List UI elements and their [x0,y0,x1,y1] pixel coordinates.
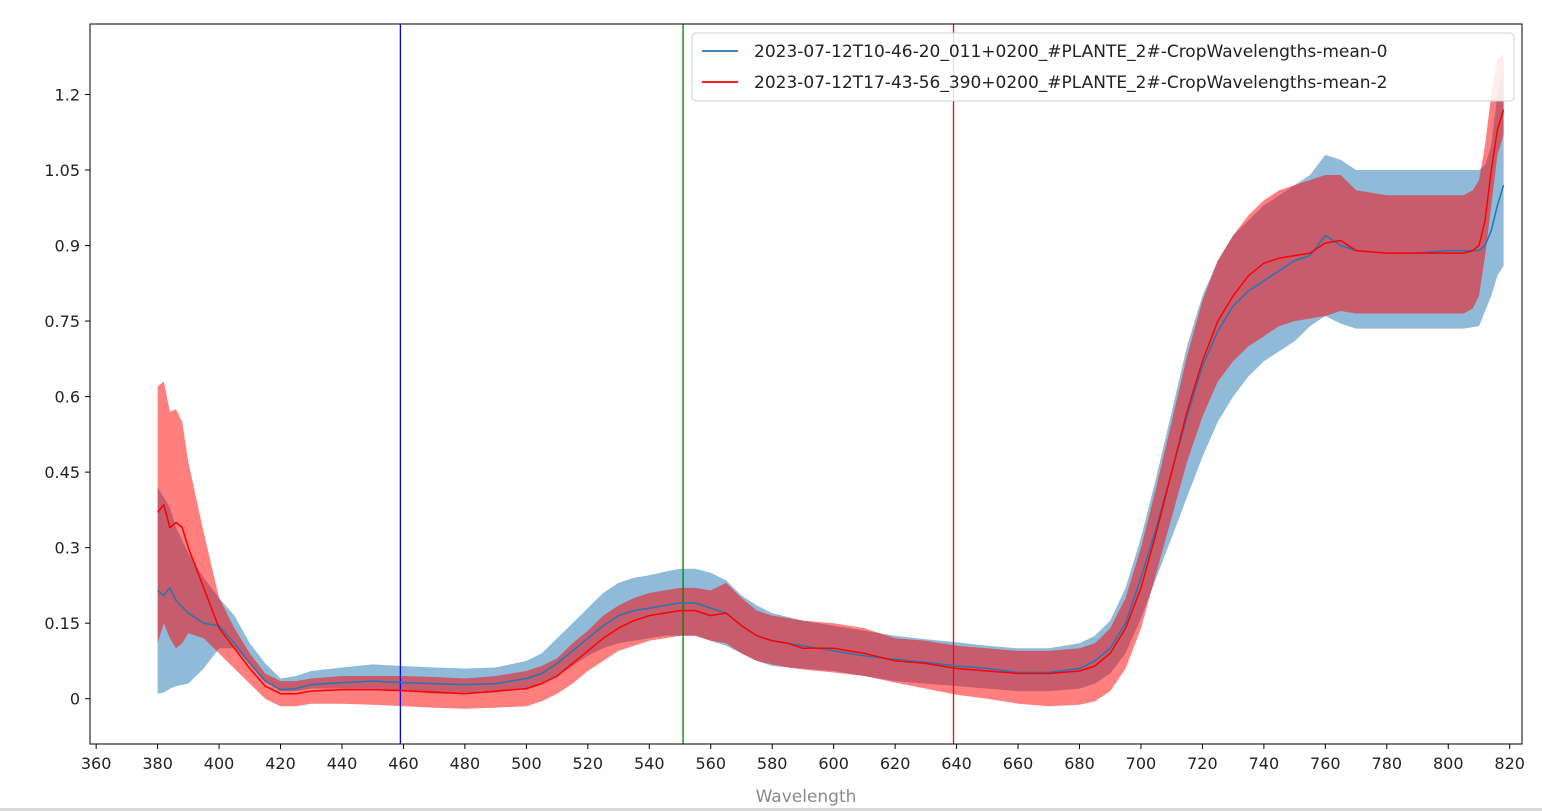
x-tick-label-600: 600 [818,754,849,773]
x-tick-label-380: 380 [142,754,173,773]
x-tick-label-800: 800 [1433,754,1464,773]
series-1-line [157,109,1505,695]
x-tick-label-500: 500 [511,754,542,773]
y-tick-label-2: 0.3 [55,539,80,558]
y-tick-label-0: 0 [70,690,80,709]
bottom-scroll-strip [0,808,1542,811]
y-tick-label-3: 0.45 [44,463,80,482]
y-tick-label-7: 1.05 [44,161,80,180]
x-tick-label-620: 620 [880,754,911,773]
x-tick-label-700: 700 [1126,754,1157,773]
x-tick-label-740: 740 [1249,754,1280,773]
legend-label-1: 2023-07-12T17-43-56_390+0200_#PLANTE_2#-… [754,73,1388,93]
legend-label-0: 2023-07-12T10-46-20_011+0200_#PLANTE_2#-… [754,42,1388,62]
x-axis: 360 380 400 420 440 460 480 500 520 540 560 580 600 6… [81,744,1525,773]
x-tick-label-580: 580 [757,754,788,773]
legend-box [691,32,1515,102]
series-0-line [157,184,1505,691]
y-axis: 0 0.15 0.3 0.45 0.6 0.75 0.9 1.05 1.2 [44,85,90,709]
legend: 2023-07-12T10-46-20_011+0200_#PLANTE_2#-… [691,32,1515,102]
x-tick-label-640: 640 [941,754,972,773]
x-tick-label-460: 460 [388,754,419,773]
x-tick-label-780: 780 [1372,754,1403,773]
confidence-bands [157,54,1504,709]
x-tick-label-760: 760 [1310,754,1341,773]
x-tick-label-420: 420 [265,754,296,773]
x-tick-label-480: 480 [450,754,481,773]
x-tick-label-360: 360 [81,754,112,773]
x-tick-label-440: 440 [327,754,358,773]
x-tick-label-720: 720 [1187,754,1218,773]
x-tick-label-820: 820 [1494,754,1525,773]
y-tick-label-8: 1.2 [55,85,80,104]
plot-frame [89,23,1523,745]
x-tick-label-680: 680 [1064,754,1095,773]
x-axis-label: Wavelength [756,787,857,807]
y-tick-label-1: 0.15 [44,614,80,633]
series-0-band [157,69,1504,694]
x-tick-label-660: 660 [1003,754,1034,773]
y-tick-label-6: 0.9 [55,237,80,256]
y-tick-label-5: 0.75 [44,312,80,331]
reference-lines [399,24,955,744]
x-tick-label-400: 400 [204,754,235,773]
x-tick-label-540: 540 [634,754,665,773]
x-tick-label-560: 560 [695,754,726,773]
x-tick-label-520: 520 [573,754,604,773]
mean-lines [157,109,1505,695]
y-tick-label-4: 0.6 [55,388,80,407]
